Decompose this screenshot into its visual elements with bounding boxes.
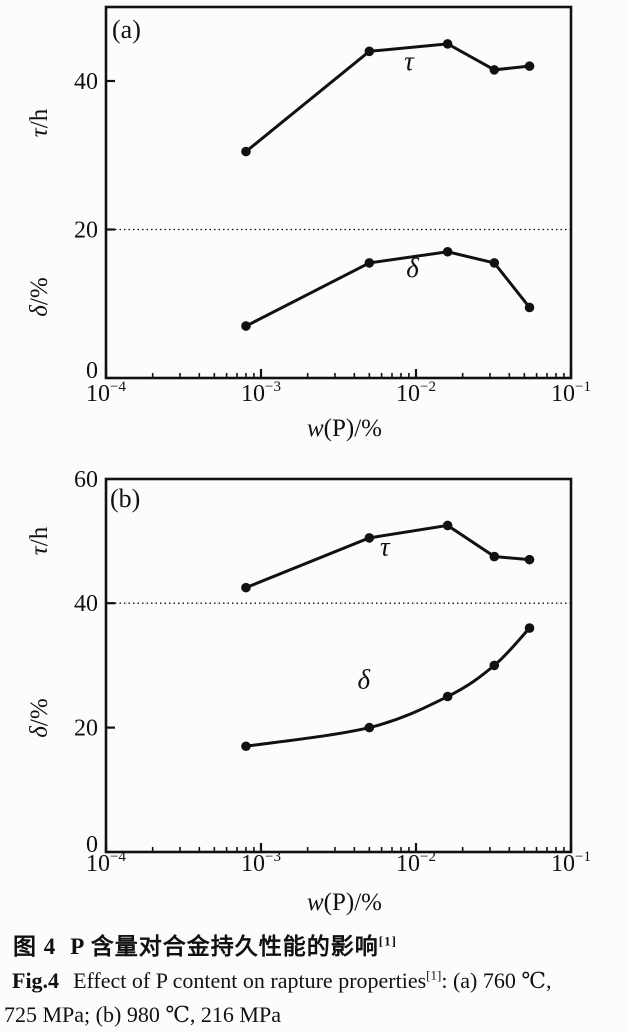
panel-label: (a) <box>112 15 141 44</box>
series-label-τ: τ <box>380 531 391 561</box>
series-line-δ <box>245 627 531 748</box>
data-point-τ <box>442 520 453 531</box>
y-axis-label-bottom: δ/% <box>26 277 53 316</box>
x-axis-label: w(P)/% <box>307 415 382 442</box>
caption-zh-citation: [1] <box>378 933 397 949</box>
y-tick-label: 60 <box>74 467 98 493</box>
x-tick-label: 10−1 <box>551 379 591 407</box>
y-tick-label: 40 <box>74 591 98 617</box>
chart-panel-a: 0 20 40 10−4 10−3 10−2 10−1 w(P)/% τ/h δ/% (a) τ δ <box>26 5 591 442</box>
data-point-δ <box>489 258 500 268</box>
caption-zh-figure-label: 图 4 <box>13 934 57 959</box>
series-label-δ: δ <box>406 253 419 283</box>
x-tick-label: 10−2 <box>396 379 436 407</box>
data-point-τ <box>241 146 251 157</box>
data-point-δ <box>524 302 535 313</box>
x-tick-label: 10−3 <box>241 379 281 407</box>
data-point-δ <box>442 691 453 702</box>
data-point-δ <box>241 741 251 752</box>
x-tick-label: 10−3 <box>241 849 281 877</box>
data-point-τ <box>364 533 375 543</box>
y-axis-label-bottom: δ/% <box>26 698 53 737</box>
caption-line-en: Fig.4 Effect of P content on rapture prop… <box>4 964 621 998</box>
caption-line-zh: 图 4 P 含量对合金持久性能的影响[1] <box>4 930 621 964</box>
series-line-τ <box>245 42 530 153</box>
data-point-τ <box>241 582 251 593</box>
caption-en-conditions-a: : (a) 760 ℃, <box>441 968 552 993</box>
series-label-δ: δ <box>357 664 370 694</box>
y-tick-label: 0 <box>86 358 98 384</box>
plot-border <box>104 477 573 854</box>
data-point-τ <box>489 551 500 562</box>
caption-en-figure-label: Fig.4 <box>12 968 60 993</box>
data-point-δ <box>364 722 375 733</box>
series-label-τ: τ <box>404 46 415 76</box>
y-tick-label: 40 <box>74 69 98 95</box>
caption-en-citation: [1] <box>426 967 442 983</box>
caption-en-conditions-b: 725 MPa; (b) 980 ℃, 216 MPa <box>4 1002 281 1027</box>
data-point-δ <box>364 258 375 268</box>
data-point-τ <box>489 65 500 75</box>
data-point-δ <box>524 623 535 633</box>
data-point-τ <box>524 554 535 565</box>
x-tick-label: 10−4 <box>86 379 126 407</box>
x-axis-label: w(P)/% <box>307 889 382 916</box>
series-line-δ <box>245 250 531 328</box>
y-axis-label-top: τ/h <box>26 108 53 137</box>
data-point-δ <box>489 660 500 671</box>
caption-line-en-2: 725 MPa; (b) 980 ℃, 216 MPa <box>4 998 621 1032</box>
panel-label: (b) <box>110 484 140 513</box>
data-point-τ <box>442 39 453 49</box>
y-tick-label: 0 <box>86 832 98 858</box>
data-point-δ <box>241 321 251 331</box>
x-tick-label: 10−2 <box>396 849 436 877</box>
caption-zh-text: P 含量对合金持久性能的影响 <box>70 934 379 959</box>
y-tick-label: 20 <box>74 218 98 244</box>
chart-panel-b: 0 20 40 60 10−4 10−3 10−2 10−1 w(P)/% τ/h δ/% (b) τ δ <box>26 467 591 916</box>
data-point-τ <box>524 61 535 71</box>
x-tick-label: 10−4 <box>86 849 126 877</box>
x-tick-label: 10−1 <box>551 849 591 877</box>
data-point-δ <box>442 246 453 257</box>
plot-border <box>104 5 573 380</box>
data-point-τ <box>364 46 375 57</box>
caption-en-text: Effect of P content on rapture propertie… <box>73 968 427 993</box>
y-axis-label-top: τ/h <box>26 526 53 555</box>
y-tick-label: 20 <box>74 716 98 742</box>
